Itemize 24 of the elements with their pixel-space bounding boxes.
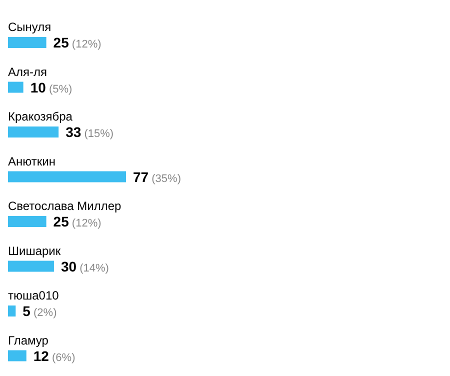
- y-tick-label: Шишарик: [8, 244, 62, 258]
- bar: [8, 350, 26, 362]
- y-tick-label: тюша010: [8, 288, 60, 302]
- bar: [8, 216, 46, 227]
- bar: [8, 306, 16, 316]
- y-tick-label: Светослава Миллер: [8, 199, 122, 213]
- y-tick-label: Гламур: [8, 333, 49, 348]
- data-label: 77 (35%): [133, 168, 181, 185]
- data-label: 10 (5%): [30, 79, 72, 96]
- bar: [8, 82, 24, 93]
- data-label: 25 (12%): [53, 34, 102, 50]
- bar: [8, 37, 46, 48]
- data-label: 30 (14%): [60, 258, 109, 274]
- y-tick-label: Аля-ля: [8, 64, 47, 79]
- data-label: 25 (12%): [53, 214, 102, 230]
- data-label: 5 (2%): [22, 303, 57, 319]
- bar: [8, 260, 54, 272]
- y-tick-label: Анюткин: [8, 154, 56, 168]
- y-tick-label: Кракозябра: [8, 110, 73, 124]
- bar: [8, 126, 59, 138]
- bar: [8, 171, 126, 182]
- data-label: 33 (15%): [66, 124, 114, 140]
- y-tick-label: Сынуля: [8, 20, 52, 34]
- data-label: 12 (6%): [33, 348, 76, 364]
